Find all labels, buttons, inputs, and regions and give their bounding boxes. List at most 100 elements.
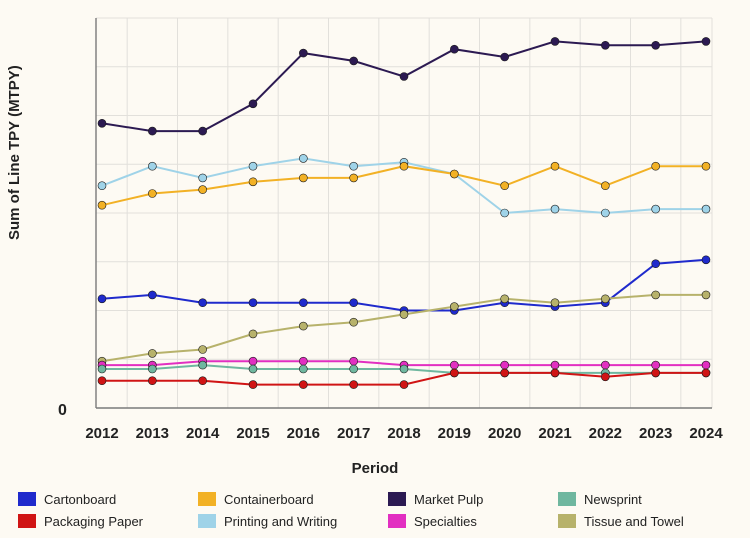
marker [601,182,609,190]
legend-label: Packaging Paper [44,514,143,529]
marker [450,369,458,377]
marker [199,186,207,194]
series-cartonboard [102,260,706,311]
plot-area [84,10,724,420]
line-chart: Sum of Line TPY (MTPY) 0 201220132014201… [0,0,750,538]
series-market-pulp [102,41,706,131]
marker [400,73,408,81]
legend-item-newsprint: Newsprint [558,490,642,508]
marker [249,381,257,389]
legend-swatch [18,492,36,506]
marker [702,291,710,299]
marker [199,346,207,354]
marker [501,369,509,377]
marker [299,365,307,373]
marker [98,182,106,190]
legend-label: Containerboard [224,492,314,507]
plot-svg [84,10,724,420]
marker [551,37,559,45]
marker [98,365,106,373]
marker [551,205,559,213]
marker [199,299,207,307]
marker [148,162,156,170]
marker [350,357,358,365]
marker [450,170,458,178]
marker [350,57,358,65]
marker [601,295,609,303]
marker [551,361,559,369]
marker [148,349,156,357]
marker [450,361,458,369]
series-tissue-and-towel [102,295,706,361]
marker [148,127,156,135]
marker [450,303,458,311]
marker [601,361,609,369]
marker [199,377,207,385]
marker [450,45,458,53]
marker [702,205,710,213]
marker [652,162,660,170]
legend-label: Printing and Writing [224,514,337,529]
marker [249,162,257,170]
marker [299,322,307,330]
x-tick: 2024 [689,425,722,442]
marker [148,365,156,373]
marker [299,154,307,162]
marker [350,299,358,307]
y-tick-zero: 0 [58,402,67,420]
legend: Cartonboard Containerboard Market Pulp News… [18,490,732,534]
marker [350,381,358,389]
marker [501,295,509,303]
marker [400,310,408,318]
legend-swatch [388,492,406,506]
marker [501,182,509,190]
legend-swatch [18,514,36,528]
legend-label: Cartonboard [44,492,116,507]
x-tick: 2023 [639,425,672,442]
legend-item-cartonboard: Cartonboard [18,490,116,508]
legend-item-market-pulp: Market Pulp [388,490,483,508]
x-tick: 2013 [136,425,169,442]
marker [501,53,509,61]
x-tick: 2021 [538,425,571,442]
marker [249,100,257,108]
marker [551,369,559,377]
marker [652,260,660,268]
legend-swatch [388,514,406,528]
legend-item-printing-and-writing: Printing and Writing [198,512,337,530]
marker [98,377,106,385]
marker [400,162,408,170]
x-tick: 2014 [186,425,219,442]
legend-swatch [558,492,576,506]
marker [652,291,660,299]
marker [98,295,106,303]
x-tick: 2016 [287,425,320,442]
legend-label: Tissue and Towel [584,514,684,529]
x-axis-title: Period [0,460,750,477]
legend-item-specialties: Specialties [388,512,477,530]
marker [652,361,660,369]
marker [299,381,307,389]
legend-swatch [198,492,216,506]
marker [702,369,710,377]
x-tick: 2019 [438,425,471,442]
marker [299,357,307,365]
marker [702,37,710,45]
marker [702,162,710,170]
marker [601,41,609,49]
x-tick: 2022 [589,425,622,442]
marker [98,119,106,127]
marker [652,205,660,213]
marker [601,373,609,381]
x-tick: 2012 [85,425,118,442]
marker [249,178,257,186]
marker [652,41,660,49]
marker [299,49,307,57]
marker [299,299,307,307]
x-tick-labels: 2012201320142015201620172018201920202021… [84,425,724,449]
marker [148,291,156,299]
marker [148,190,156,198]
marker [299,174,307,182]
marker [400,381,408,389]
marker [551,162,559,170]
